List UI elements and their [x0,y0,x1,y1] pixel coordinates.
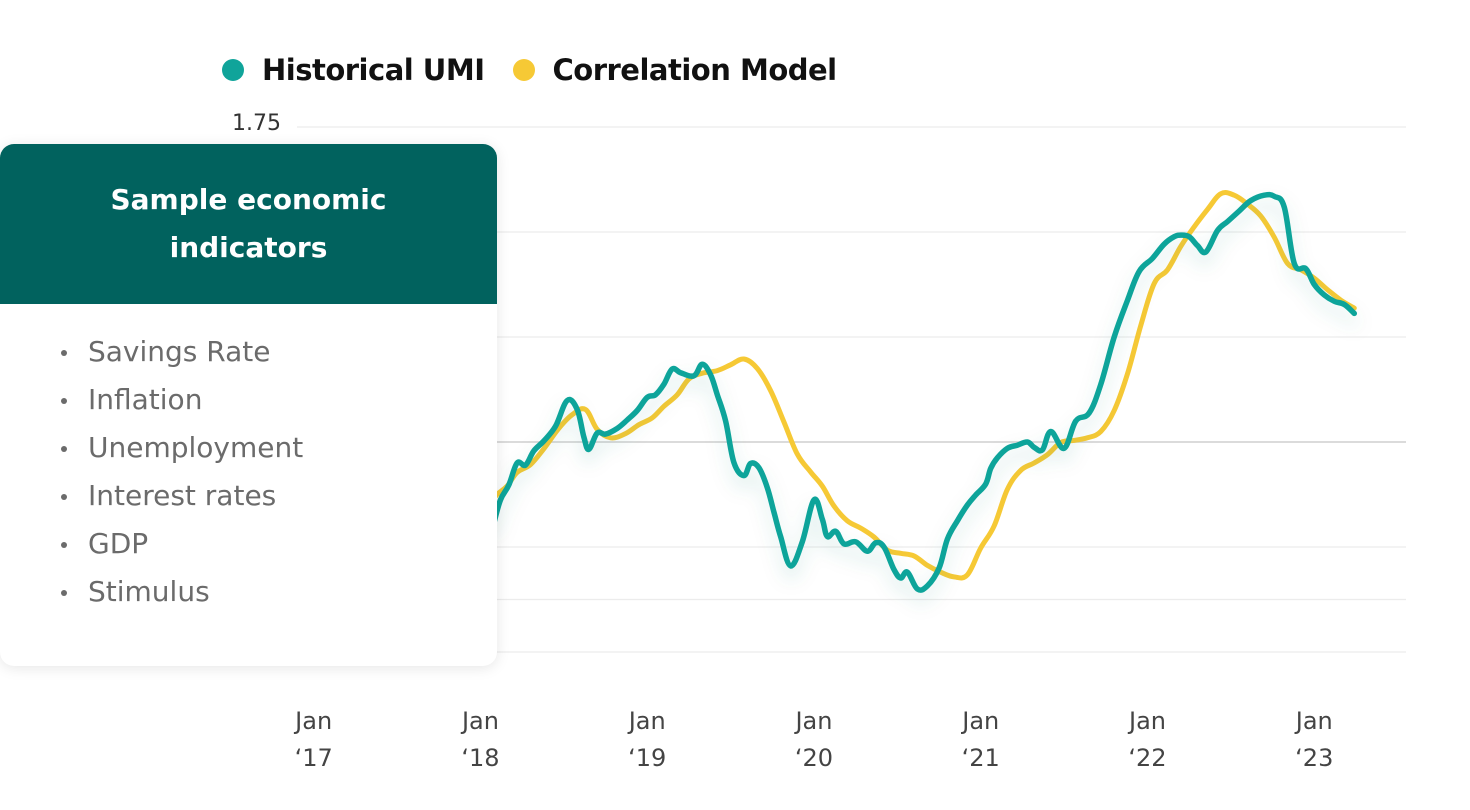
legend-label-correlation-model: Correlation Model [552,53,838,87]
x-tick-label: Jan ‘23 [1295,707,1334,772]
indicators-card-header: Sample economic indicators [0,144,497,304]
list-item: Interest rates [56,472,497,520]
legend-item-correlation-model[interactable]: Correlation Model [512,53,838,87]
x-tick-label: Jan ‘18 [461,707,500,772]
list-item: Inflation [56,376,497,424]
legend: Historical UMI Correlation Model [222,48,865,92]
y-tick-label: 1.75 [232,111,281,136]
list-item: Unemployment [56,424,497,472]
x-tick-label: Jan ‘21 [961,707,1000,772]
indicators-card-title: Sample economic indicators [110,183,387,264]
x-tick-label: Jan ‘19 [628,707,667,772]
legend-dot-historical-umi [222,59,244,81]
legend-item-historical-umi[interactable]: Historical UMI [222,53,485,87]
indicators-card: Sample economic indicators Savings Rate … [0,144,497,666]
x-tick-label: Jan ‘17 [294,707,333,772]
series-layer [486,190,1358,593]
list-item: GDP [56,520,497,568]
legend-label-historical-umi: Historical UMI [262,53,485,87]
indicators-list: Savings Rate Inflation Unemployment Inte… [0,304,497,616]
x-tick-label: Jan ‘20 [794,707,834,772]
series-line-correlation-model [486,190,1357,581]
series-line-historical-umi [491,191,1358,593]
x-tick-label: Jan ‘22 [1128,707,1167,772]
list-item: Savings Rate [56,328,497,376]
legend-dot-correlation-model [512,59,535,81]
list-item: Stimulus [56,568,497,616]
